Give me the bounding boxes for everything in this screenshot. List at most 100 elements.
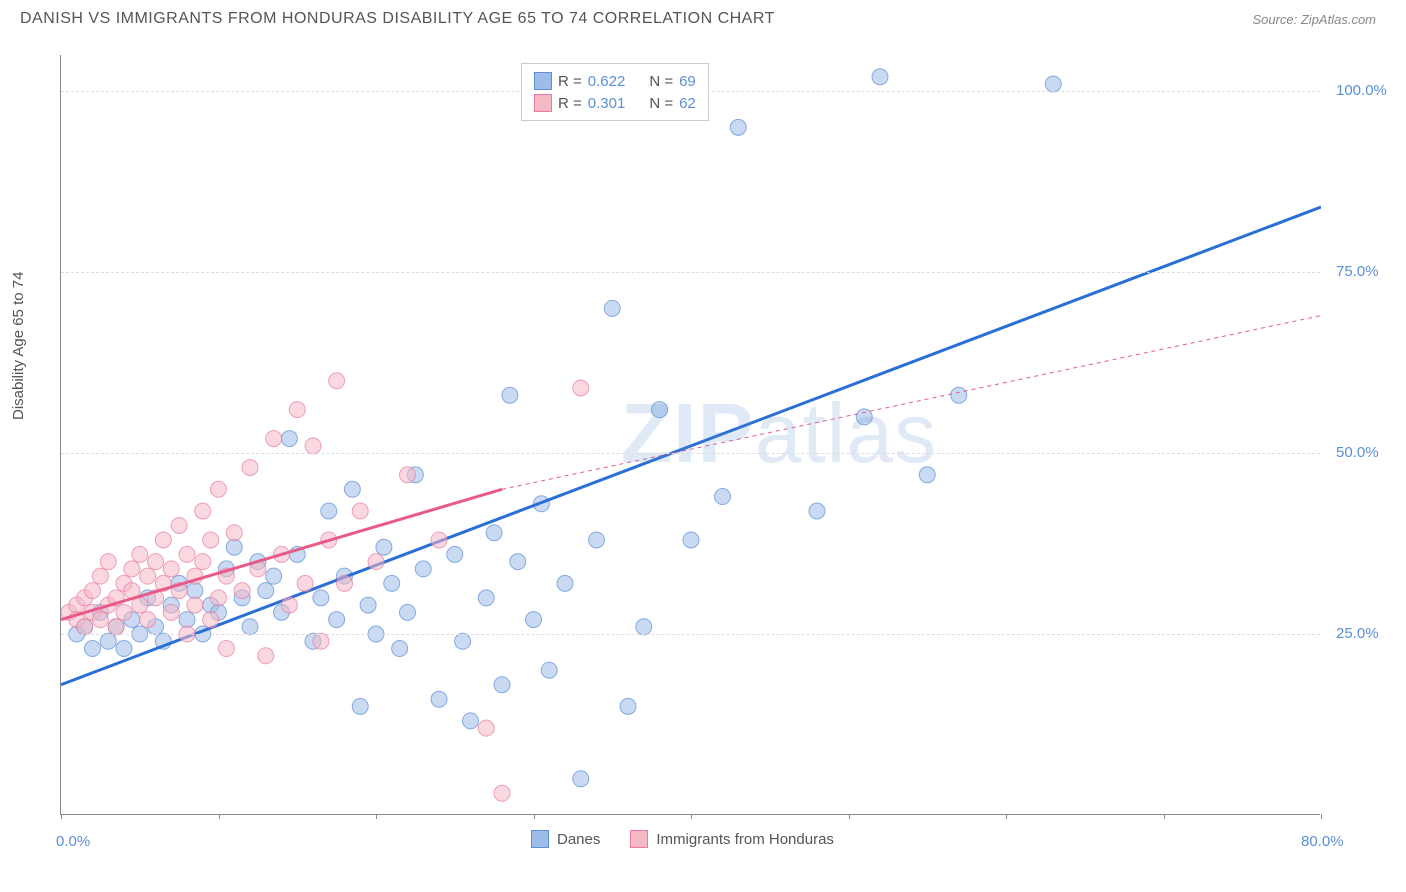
- data-point: [486, 525, 502, 541]
- data-point: [573, 771, 589, 787]
- data-point: [636, 619, 652, 635]
- data-point: [92, 568, 108, 584]
- data-point: [376, 539, 392, 555]
- data-point: [108, 619, 124, 635]
- data-point: [478, 590, 494, 606]
- data-point: [502, 387, 518, 403]
- data-point: [77, 619, 93, 635]
- data-point: [604, 300, 620, 316]
- x-tick: [534, 814, 535, 819]
- trend-line: [61, 207, 1321, 685]
- x-tick: [849, 814, 850, 819]
- source-attribution: Source: ZipAtlas.com: [1252, 12, 1376, 27]
- data-point: [526, 612, 542, 628]
- data-point: [179, 546, 195, 562]
- data-point: [281, 431, 297, 447]
- data-point: [266, 431, 282, 447]
- data-point: [392, 641, 408, 657]
- stat-r-value: 0.622: [588, 73, 626, 90]
- x-tick: [1006, 814, 1007, 819]
- stat-n-label: N =: [649, 95, 673, 112]
- data-point: [321, 503, 337, 519]
- data-point: [226, 525, 242, 541]
- data-point: [510, 554, 526, 570]
- data-point: [195, 554, 211, 570]
- data-point: [715, 489, 731, 505]
- data-point: [234, 583, 250, 599]
- legend-swatch: [531, 830, 549, 848]
- y-tick-label: 75.0%: [1336, 263, 1379, 280]
- data-point: [573, 380, 589, 396]
- stat-r-label: R =: [558, 73, 582, 90]
- y-tick-label: 100.0%: [1336, 82, 1387, 99]
- legend-swatch: [630, 830, 648, 848]
- data-point: [242, 619, 258, 635]
- trend-line-extension: [502, 316, 1321, 490]
- data-point: [179, 612, 195, 628]
- data-point: [116, 604, 132, 620]
- y-tick-label: 50.0%: [1336, 444, 1379, 461]
- data-point: [494, 677, 510, 693]
- data-point: [557, 575, 573, 591]
- legend-swatch: [534, 72, 552, 90]
- data-point: [400, 604, 416, 620]
- data-point: [455, 633, 471, 649]
- data-point: [494, 785, 510, 801]
- data-point: [809, 503, 825, 519]
- data-point: [85, 641, 101, 657]
- stat-n-value: 69: [679, 73, 696, 90]
- data-point: [329, 373, 345, 389]
- data-point: [431, 691, 447, 707]
- data-point: [730, 119, 746, 135]
- data-point: [258, 583, 274, 599]
- data-point: [148, 554, 164, 570]
- stat-r-label: R =: [558, 95, 582, 112]
- data-point: [92, 612, 108, 628]
- stat-n-value: 62: [679, 95, 696, 112]
- data-point: [447, 546, 463, 562]
- data-point: [352, 698, 368, 714]
- series-legend: DanesImmigrants from Honduras: [531, 830, 856, 848]
- data-point: [431, 532, 447, 548]
- data-point: [140, 568, 156, 584]
- data-point: [100, 633, 116, 649]
- data-point: [171, 517, 187, 533]
- data-point: [242, 460, 258, 476]
- x-tick: [61, 814, 62, 819]
- data-point: [620, 698, 636, 714]
- stat-n-label: N =: [649, 73, 673, 90]
- legend-label: Danes: [557, 831, 600, 848]
- data-point: [163, 604, 179, 620]
- data-point: [203, 532, 219, 548]
- data-point: [344, 481, 360, 497]
- data-point: [415, 561, 431, 577]
- x-tick-label: 0.0%: [56, 833, 90, 850]
- data-point: [163, 561, 179, 577]
- data-point: [652, 402, 668, 418]
- x-tick: [691, 814, 692, 819]
- gridline-h: [61, 272, 1320, 273]
- x-tick: [1164, 814, 1165, 819]
- data-point: [218, 641, 234, 657]
- data-point: [203, 612, 219, 628]
- stats-legend-row: R = 0.622 N = 69: [534, 70, 696, 92]
- data-point: [313, 633, 329, 649]
- chart-plot-area: ZIPatlas 25.0%50.0%75.0%100.0%0.0%80.0% …: [60, 55, 1320, 815]
- data-point: [683, 532, 699, 548]
- y-axis-label: Disability Age 65 to 74: [10, 272, 27, 420]
- gridline-h: [61, 453, 1320, 454]
- data-point: [195, 503, 211, 519]
- data-point: [872, 69, 888, 85]
- data-point: [951, 387, 967, 403]
- stats-legend-row: R = 0.301 N = 62: [534, 92, 696, 114]
- data-point: [463, 713, 479, 729]
- x-tick-label: 80.0%: [1301, 833, 1344, 850]
- data-point: [85, 583, 101, 599]
- data-point: [100, 554, 116, 570]
- stat-r-value: 0.301: [588, 95, 626, 112]
- data-point: [187, 583, 203, 599]
- data-point: [1045, 76, 1061, 92]
- data-point: [368, 554, 384, 570]
- data-point: [919, 467, 935, 483]
- data-point: [155, 532, 171, 548]
